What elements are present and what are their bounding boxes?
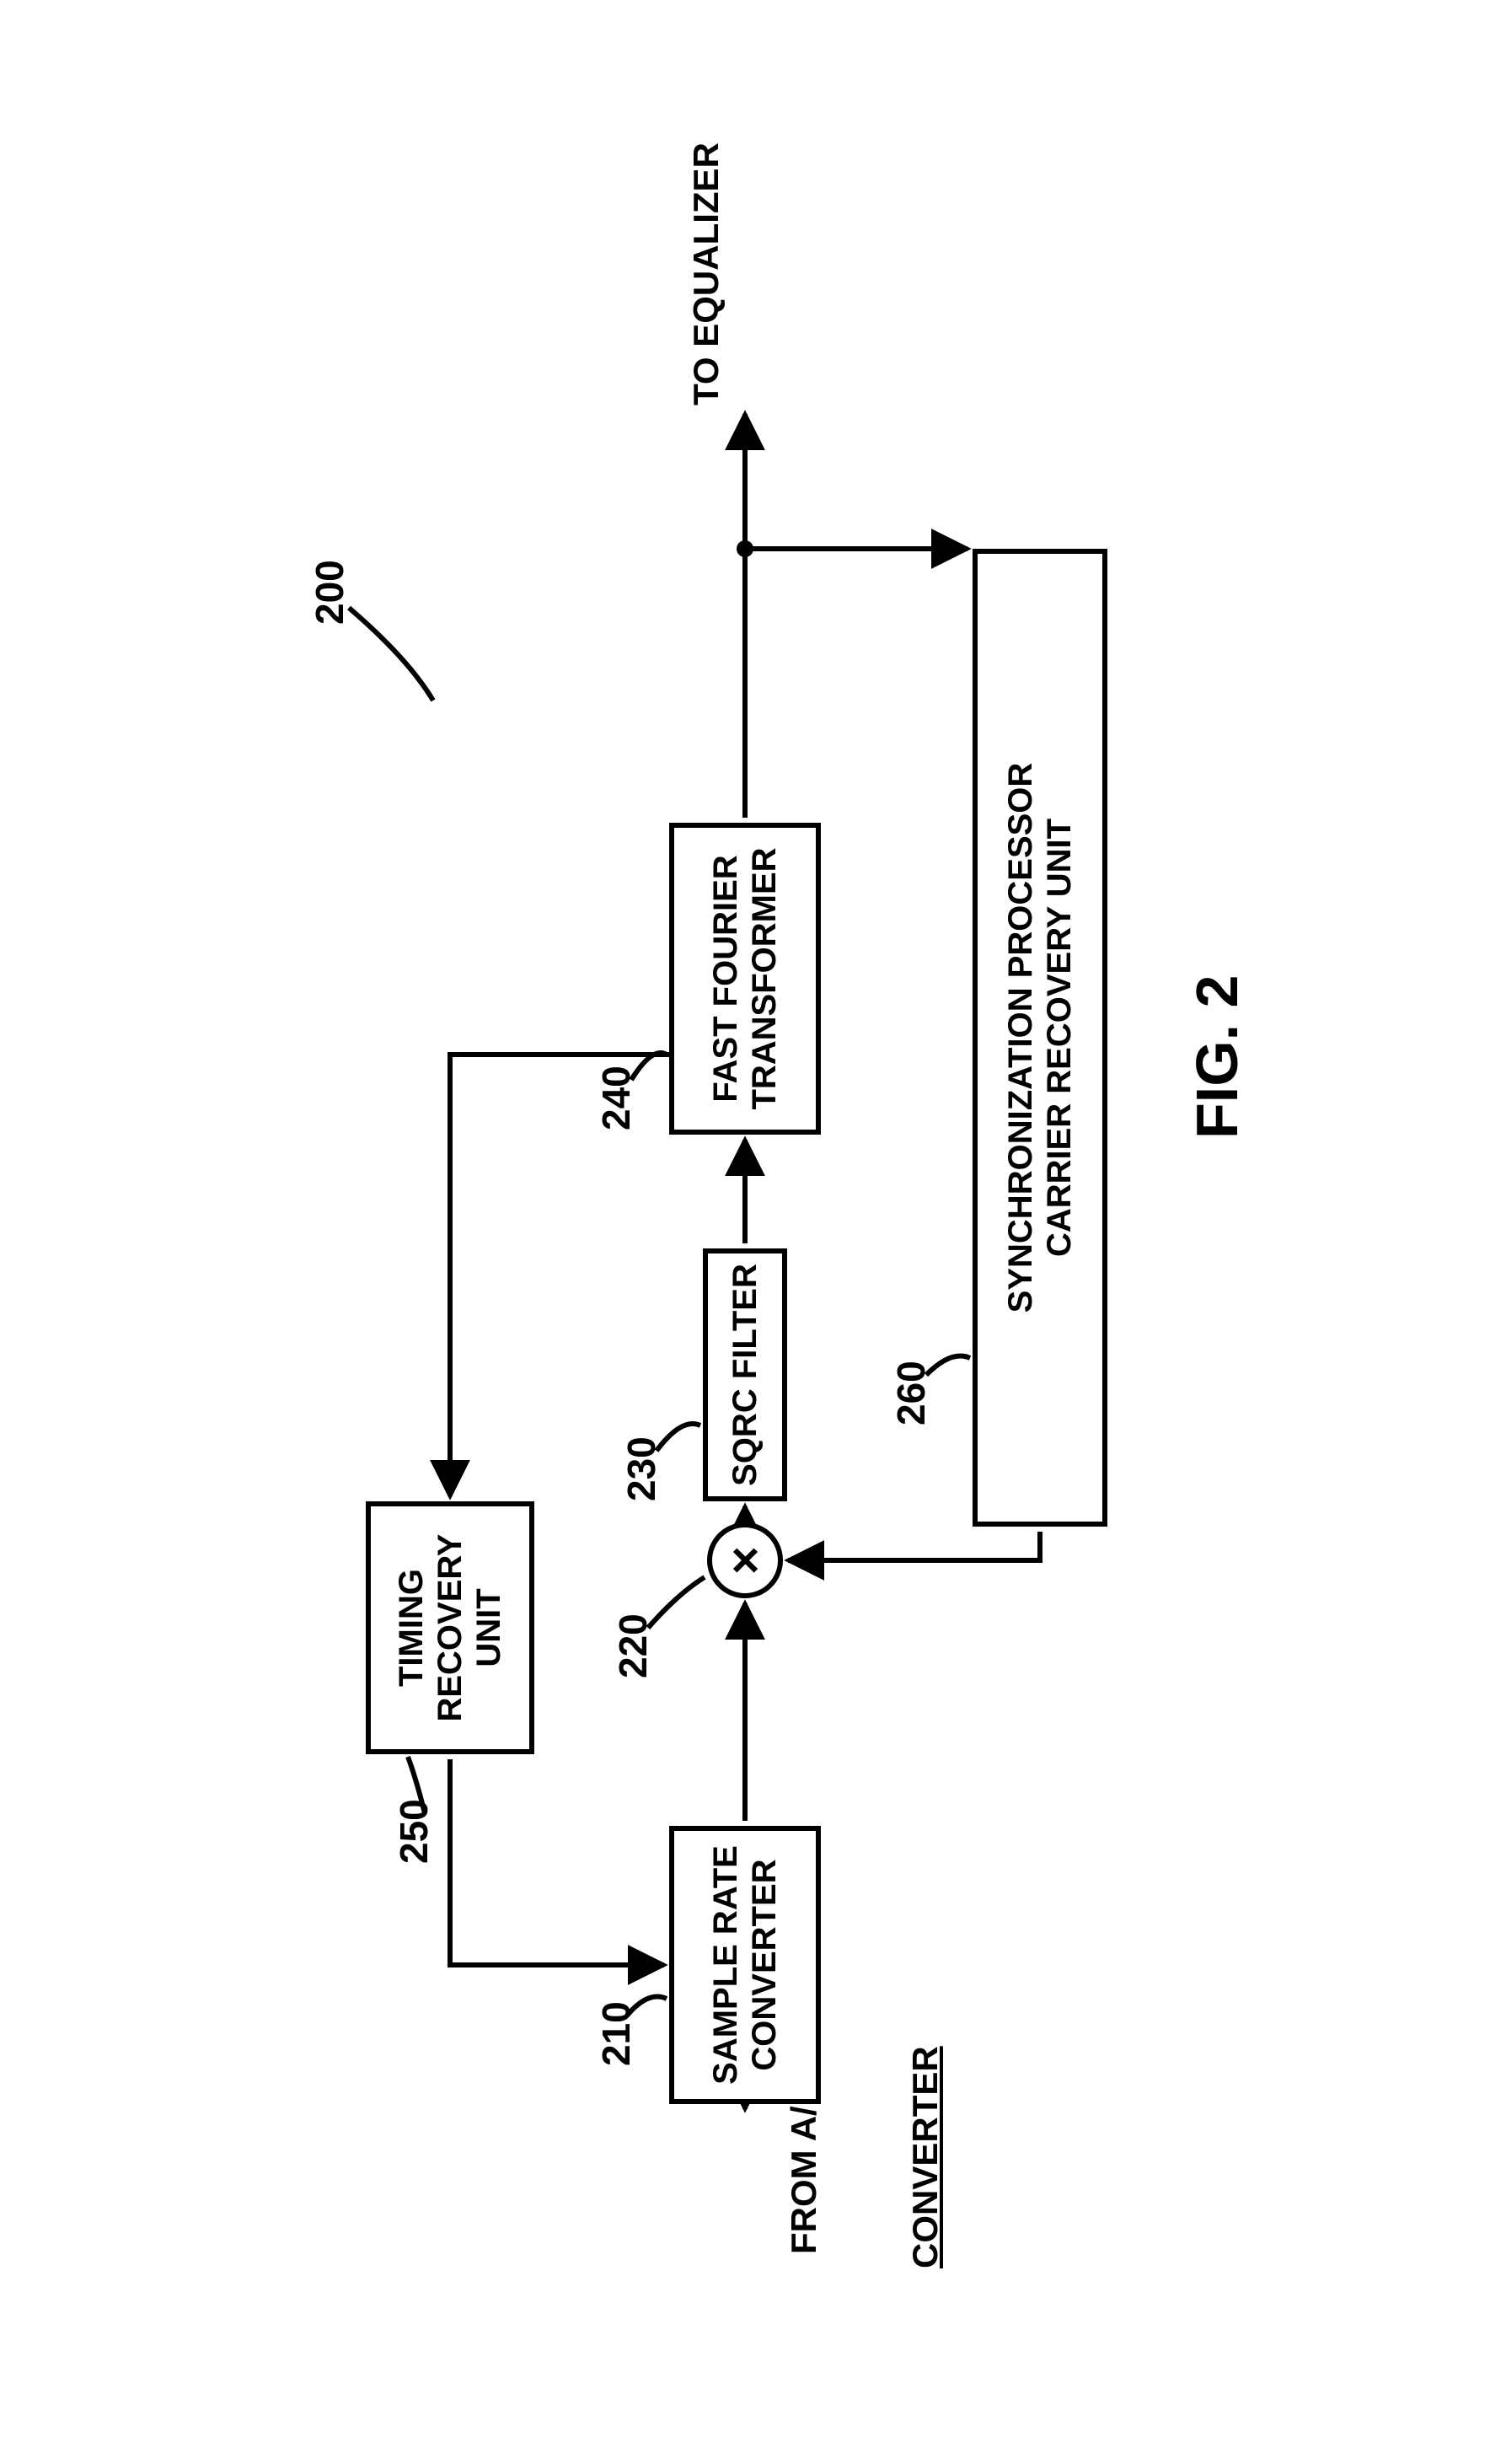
mixer: × bbox=[707, 1522, 783, 1598]
tru-line3: UNIT bbox=[469, 1534, 508, 1722]
sync-line2: CARRIER RECOVERY UNIT bbox=[1040, 763, 1079, 1313]
ref-260: 260 bbox=[888, 1361, 934, 1425]
sample-rate-converter-block: SAMPLE RATE CONVERTER bbox=[669, 1826, 821, 2104]
fft-line2: TRANSFORMER bbox=[745, 847, 784, 1109]
canvas: FROM A/D CONVERTER SAMPLE RATE CONVERTER… bbox=[0, 0, 1490, 2464]
sqrc-label: SQRC FILTER bbox=[726, 1264, 764, 1486]
timing-recovery-unit-block: TIMING RECOVERY UNIT bbox=[366, 1501, 534, 1754]
src-line2: CONVERTER bbox=[745, 1845, 784, 2085]
ref-250: 250 bbox=[391, 1799, 437, 1864]
mixer-symbol: × bbox=[717, 1546, 774, 1575]
ref-240: 240 bbox=[593, 1066, 639, 1130]
block-diagram: FROM A/D CONVERTER SAMPLE RATE CONVERTER… bbox=[155, 178, 1335, 2285]
sync-line1: SYNCHRONIZATION PROCESSOR bbox=[1001, 763, 1040, 1313]
fft-block: FAST FOURIER TRANSFORMER bbox=[669, 823, 821, 1135]
src-line1: SAMPLE RATE bbox=[706, 1845, 745, 2085]
ref-210: 210 bbox=[593, 2001, 639, 2066]
sync-carrier-recovery-block: SYNCHRONIZATION PROCESSOR CARRIER RECOVE… bbox=[973, 549, 1107, 1527]
output-label: TO EQUALIZER bbox=[686, 142, 726, 405]
figure-caption: FIG. 2 bbox=[1183, 975, 1251, 1139]
input-label-bottom: CONVERTER bbox=[905, 2066, 946, 2268]
ref-220: 220 bbox=[610, 1613, 656, 1678]
sqrc-filter-block: SQRC FILTER bbox=[703, 1248, 787, 1501]
ref-230: 230 bbox=[619, 1436, 664, 1501]
fft-line1: FAST FOURIER bbox=[706, 847, 745, 1109]
tru-line1: TIMING bbox=[392, 1534, 431, 1722]
tru-line2: RECOVERY bbox=[431, 1534, 469, 1722]
ref-200: 200 bbox=[307, 560, 352, 625]
